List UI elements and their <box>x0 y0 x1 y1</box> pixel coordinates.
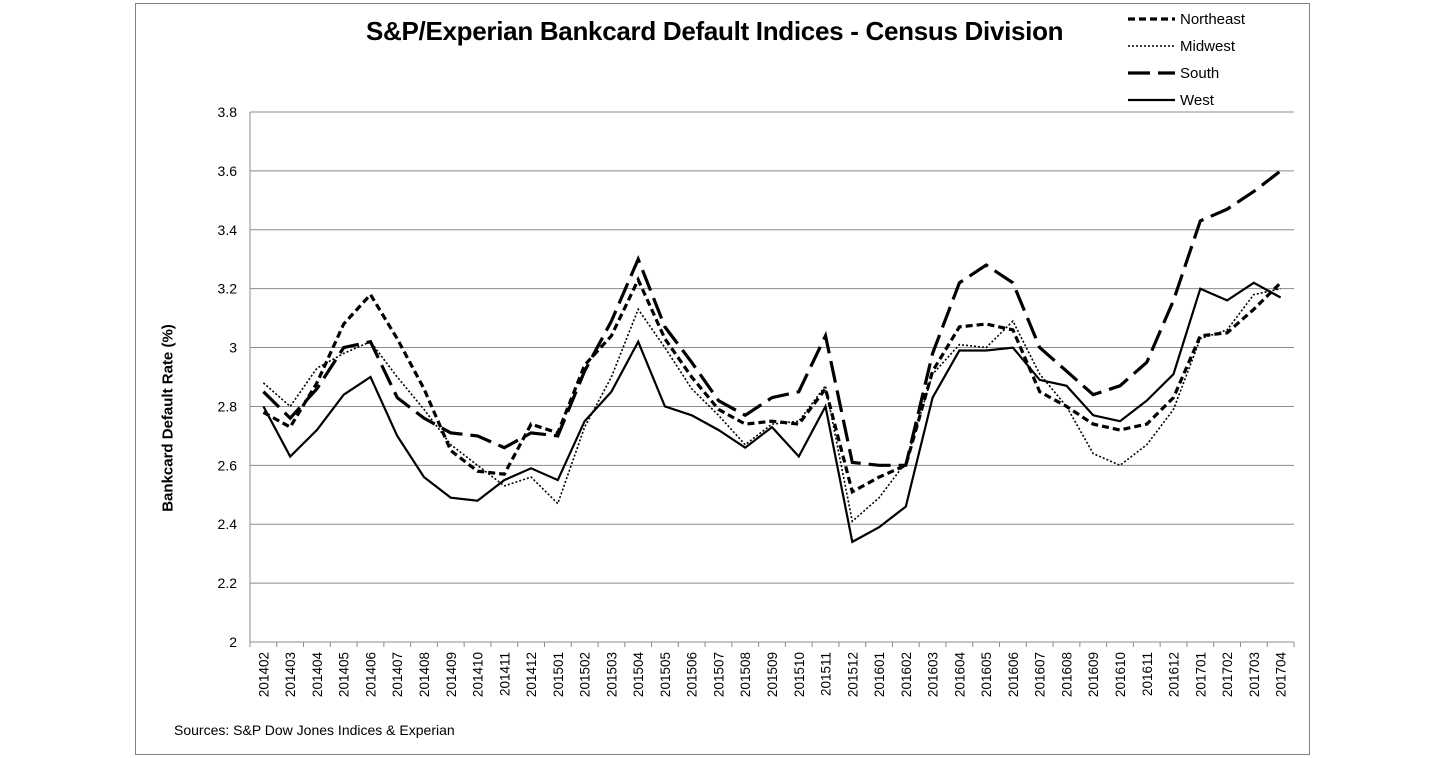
x-tick-label: 201405 <box>337 652 352 697</box>
y-tick-label: 2.4 <box>218 516 238 532</box>
y-tick-label: 2.2 <box>218 575 238 591</box>
x-tick-label: 201609 <box>1086 652 1101 697</box>
x-tick-label: 201610 <box>1113 652 1128 697</box>
x-tick-label: 201407 <box>390 652 405 697</box>
x-tick-label: 201511 <box>819 652 834 696</box>
x-tick-label: 201604 <box>952 652 967 698</box>
x-tick-label: 201503 <box>604 652 619 697</box>
x-tick-label: 201507 <box>711 652 726 697</box>
series-line-west <box>262 281 1282 544</box>
y-tick-label: 2 <box>229 634 237 650</box>
x-tick-label: 201702 <box>1220 652 1235 697</box>
legend-label-northeast: Northeast <box>1180 11 1246 28</box>
x-tick-label: 201611 <box>1140 652 1155 696</box>
chart-frame <box>135 3 1310 755</box>
x-tick-label: 201510 <box>792 652 807 697</box>
x-tick-label: 201409 <box>444 652 459 697</box>
x-tick-label: 201404 <box>310 652 325 698</box>
chart-title: S&P/Experian Bankcard Default Indices - … <box>366 16 1064 46</box>
x-tick-label: 201506 <box>685 652 700 697</box>
x-tick-label: 201704 <box>1274 652 1289 698</box>
x-tick-label: 201612 <box>1167 652 1182 697</box>
y-tick-label: 3.4 <box>218 222 238 238</box>
x-tick-label: 201402 <box>256 652 271 697</box>
y-tick-label: 3 <box>229 340 237 356</box>
y-tick-label: 3.2 <box>218 281 238 297</box>
legend-label-midwest: Midwest <box>1180 38 1236 55</box>
x-tick-label: 201411 <box>497 652 512 696</box>
x-tick-label: 201504 <box>631 652 646 698</box>
x-tick-label: 201508 <box>738 652 753 697</box>
x-tick-label: 201412 <box>524 652 539 697</box>
x-tick-label: 201501 <box>551 652 566 697</box>
y-tick-label: 2.8 <box>218 398 238 414</box>
series-line-northeast <box>262 276 1282 495</box>
source-note: Sources: S&P Dow Jones Indices & Experia… <box>174 722 455 738</box>
x-tick-label: 201512 <box>845 652 860 697</box>
y-tick-label: 3.8 <box>218 104 238 120</box>
x-tick-label: 201606 <box>1006 652 1021 697</box>
x-tick-label: 201603 <box>926 652 941 697</box>
x-tick-label: 201701 <box>1193 652 1208 697</box>
x-tick-label: 201607 <box>1033 652 1048 697</box>
y-tick-label: 3.6 <box>218 163 238 179</box>
x-tick-label: 201608 <box>1059 652 1074 697</box>
x-tick-label: 201703 <box>1247 652 1262 697</box>
x-tick-label: 201502 <box>578 652 593 697</box>
series-line-midwest <box>262 287 1281 523</box>
x-tick-label: 201605 <box>979 652 994 697</box>
x-tick-label: 201509 <box>765 652 780 697</box>
x-tick-label: 201601 <box>872 652 887 697</box>
legend-label-south: South <box>1180 65 1219 82</box>
x-tick-label: 201505 <box>658 652 673 697</box>
x-tick-label: 201410 <box>471 652 486 697</box>
x-tick-label: 201408 <box>417 652 432 697</box>
x-tick-label: 201403 <box>283 652 298 697</box>
x-tick-label: 201602 <box>899 652 914 697</box>
legend-label-west: West <box>1180 92 1215 109</box>
y-tick-label: 2.6 <box>218 457 238 473</box>
x-tick-label: 201406 <box>363 652 378 697</box>
series-line-south <box>262 169 1282 467</box>
